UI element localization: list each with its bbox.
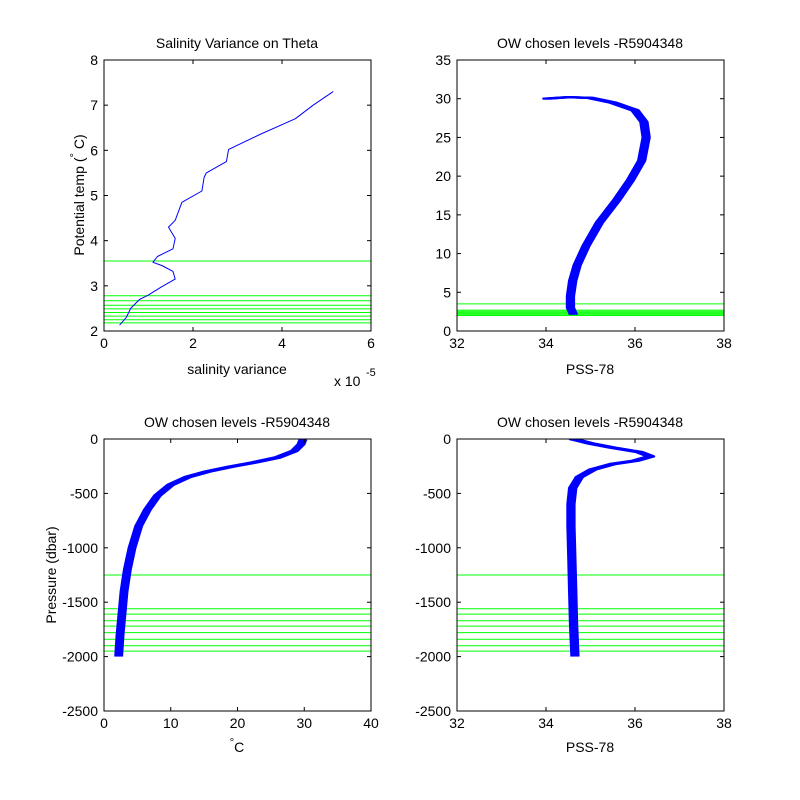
x-axis-label: °C <box>230 737 245 755</box>
y-tick-label: -1000 <box>415 540 451 556</box>
data-group <box>566 439 656 657</box>
x-tick-label: 40 <box>363 715 379 731</box>
series-line <box>119 91 334 326</box>
axes-box <box>456 59 725 332</box>
y-tick-label: -2500 <box>415 703 451 719</box>
x-axis-label-degree: ° <box>230 737 234 749</box>
y-tick-label: 4 <box>90 233 98 249</box>
panel-temp-pressure: OW chosen levels -R5904348 °C Pressure (… <box>43 414 379 755</box>
y-tick-label: -500 <box>423 485 451 501</box>
y-tick-label: -2000 <box>62 649 98 665</box>
y-tick-label: -1500 <box>62 594 98 610</box>
y-tick-label: 0 <box>443 323 451 339</box>
y-axis-label-group: Potential temp (° C) <box>69 134 87 255</box>
x-multiplier-exponent: -5 <box>366 367 376 379</box>
plot-area <box>104 60 371 331</box>
x-tick-label: 4 <box>278 335 286 351</box>
y-tick-label: 0 <box>90 431 98 447</box>
data-group <box>542 96 651 316</box>
y-tick-label: 7 <box>90 97 98 113</box>
x-tick-label: 10 <box>163 715 179 731</box>
series-line <box>573 439 656 657</box>
x-tick-label: 20 <box>230 715 246 731</box>
x-tick-label: 38 <box>716 715 732 731</box>
y-axis-label: Potential temp (° C) <box>69 134 87 255</box>
series-line <box>120 439 308 657</box>
x-tick-label: 6 <box>367 335 375 351</box>
y-tick-label: 2 <box>90 323 98 339</box>
y-tick-label: 0 <box>443 431 451 447</box>
x-tick-label: 0 <box>100 715 108 731</box>
panel-title: OW chosen levels -R5904348 <box>497 35 683 51</box>
y-tick-label: -500 <box>70 485 98 501</box>
axes-box <box>456 438 725 712</box>
y-tick-label: 25 <box>435 129 451 145</box>
panel-title: Salinity Variance on Theta <box>156 35 318 51</box>
x-tick-label: 30 <box>296 715 312 731</box>
x-tick-label: 34 <box>538 335 554 351</box>
y-tick-label: -1500 <box>415 594 451 610</box>
series-line <box>549 96 651 316</box>
x-tick-label: 36 <box>627 715 643 731</box>
x-tick-label: 2 <box>189 335 197 351</box>
y-tick-label: 3 <box>90 278 98 294</box>
x-axis-label-unit: C <box>234 739 244 755</box>
plot-area <box>457 60 724 331</box>
x-tick-label: 0 <box>100 335 108 351</box>
x-tick-label: 32 <box>449 715 465 731</box>
y-tick-label: 20 <box>435 168 451 184</box>
y-axis-label-main: Potential temp <box>71 166 87 256</box>
x-tick-label: 38 <box>716 335 732 351</box>
y-tick-label: 5 <box>90 188 98 204</box>
panel-salinity-theta: OW chosen levels -R5904348 PSS-78 32 34 36… <box>435 35 732 377</box>
x-axis-label: PSS-78 <box>566 361 614 377</box>
y-tick-label: -1000 <box>62 540 98 556</box>
y-tick-label: 30 <box>435 91 451 107</box>
y-tick-label: 5 <box>443 284 451 300</box>
x-tick-label: 32 <box>449 335 465 351</box>
y-tick-label: -2500 <box>62 703 98 719</box>
panel-title: OW chosen levels -R5904348 <box>497 414 683 430</box>
x-multiplier: x 10 <box>334 373 361 389</box>
y-tick-label: 6 <box>90 142 98 158</box>
data-group <box>119 91 334 326</box>
x-tick-label: 36 <box>627 335 643 351</box>
panel-title: OW chosen levels -R5904348 <box>144 414 330 430</box>
y-tick-label: 15 <box>435 207 451 223</box>
y-axis-label: Pressure (dbar) <box>43 526 59 623</box>
y-axis-label-paren: ( <box>71 157 87 162</box>
y-tick-label: 35 <box>435 52 451 68</box>
data-group <box>114 439 308 657</box>
y-axis-label-degree: ° <box>69 153 81 157</box>
panel-salinity-pressure: OW chosen levels -R5904348 PSS-78 32 34 36… <box>415 414 732 755</box>
x-tick-label: 34 <box>538 715 554 731</box>
x-axis-label: PSS-78 <box>566 739 614 755</box>
y-axis-label-group: Pressure (dbar) <box>43 526 59 623</box>
y-tick-label: 10 <box>435 246 451 262</box>
y-tick-label: -2000 <box>415 649 451 665</box>
panel-salinity-variance: Salinity Variance on Theta salinity vari… <box>69 35 376 389</box>
y-tick-label: 8 <box>90 52 98 68</box>
y-axis-label-unit: C) <box>71 134 87 153</box>
x-axis-label: salinity variance <box>187 361 287 377</box>
